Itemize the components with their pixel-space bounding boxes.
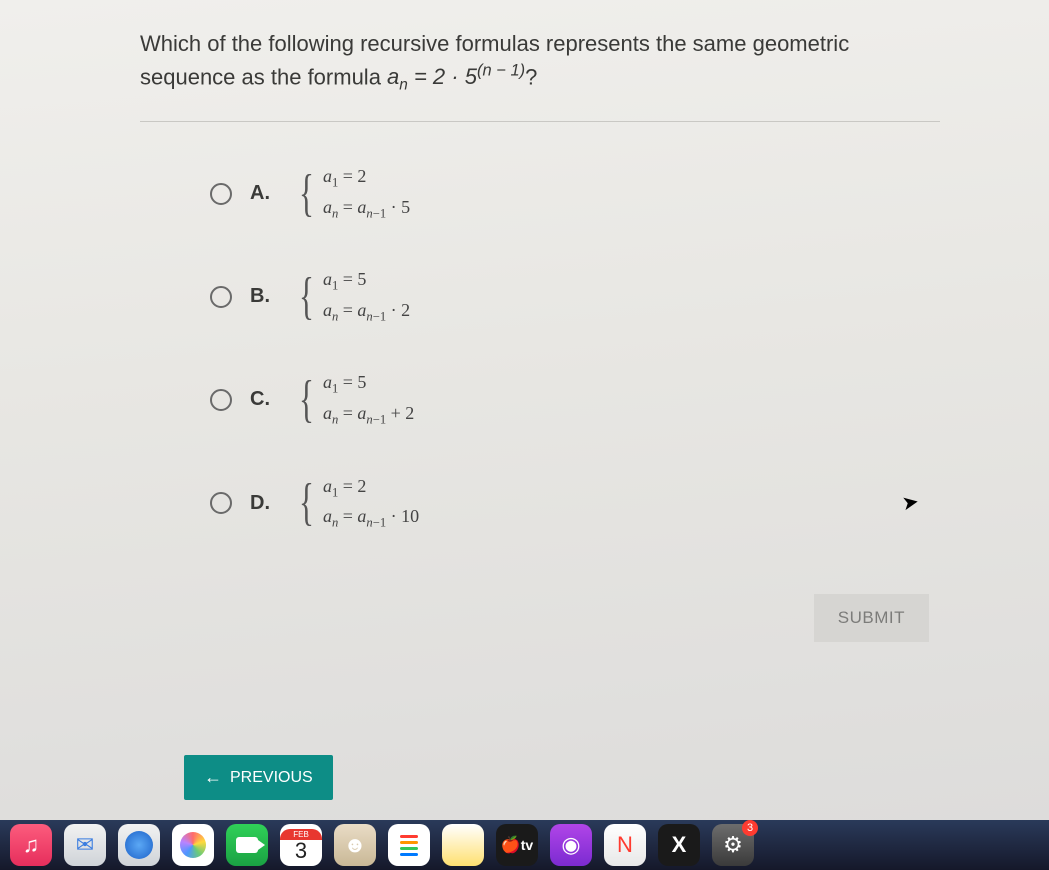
option-label-d: D. <box>250 492 276 515</box>
brace-icon: { <box>299 276 314 318</box>
dock-calendar-icon[interactable]: FEB 3 <box>280 824 322 866</box>
option-label-b: B. <box>250 285 276 308</box>
question-text: Which of the following recursive formula… <box>140 28 940 97</box>
question-line1: Which of the following recursive formula… <box>140 31 849 56</box>
dock: ♫ ✉ FEB 3 ☻ 🍎tv ◉ N X ⚙3 <box>0 820 1049 870</box>
badge: 3 <box>742 820 758 836</box>
question-line2-suffix: ? <box>525 64 537 89</box>
brace-icon: { <box>299 379 314 421</box>
brace-icon: { <box>299 173 314 215</box>
divider <box>140 121 940 122</box>
option-formula-a: { a1 = 2 an = an−1 · 5 <box>294 166 410 221</box>
option-d-line1: a1 = 2 <box>323 476 419 501</box>
option-formula-c: { a1 = 5 an = an−1 + 2 <box>294 372 414 427</box>
dock-music-icon[interactable]: ♫ <box>10 824 52 866</box>
option-c[interactable]: C. { a1 = 5 an = an−1 + 2 <box>210 372 940 427</box>
dock-contacts-icon[interactable]: ☻ <box>334 824 376 866</box>
dock-reminders-icon[interactable] <box>388 824 430 866</box>
options-group: A. { a1 = 2 an = an−1 · 5 B. { a1 = 5 an… <box>140 166 940 531</box>
option-b-line1: a1 = 5 <box>323 269 410 294</box>
radio-d[interactable] <box>210 492 232 514</box>
dock-facetime-icon[interactable] <box>226 824 268 866</box>
question-line2-prefix: sequence as the formula <box>140 64 387 89</box>
option-formula-d: { a1 = 2 an = an−1 · 10 <box>294 476 419 531</box>
dock-x-icon[interactable]: X <box>658 824 700 866</box>
dock-podcasts-icon[interactable]: ◉ <box>550 824 592 866</box>
radio-c[interactable] <box>210 389 232 411</box>
dock-photos-icon[interactable] <box>172 824 214 866</box>
option-a[interactable]: A. { a1 = 2 an = an−1 · 5 <box>210 166 940 221</box>
option-d[interactable]: D. { a1 = 2 an = an−1 · 10 <box>210 476 940 531</box>
option-a-line1: a1 = 2 <box>323 166 410 191</box>
dock-news-icon[interactable]: N <box>604 824 646 866</box>
option-c-line1: a1 = 5 <box>323 372 414 397</box>
option-a-line2: an = an−1 · 5 <box>323 197 410 222</box>
option-b-line2: an = an−1 · 2 <box>323 300 410 325</box>
option-label-c: C. <box>250 388 276 411</box>
submit-button[interactable]: SUBMIT <box>814 594 929 642</box>
dock-notes-icon[interactable] <box>442 824 484 866</box>
dock-settings-icon[interactable]: ⚙3 <box>712 824 754 866</box>
question-formula: an = 2 · 5(n − 1) <box>387 64 525 89</box>
radio-a[interactable] <box>210 183 232 205</box>
radio-b[interactable] <box>210 286 232 308</box>
option-label-a: A. <box>250 182 276 205</box>
tv-label: tv <box>521 837 533 853</box>
brace-icon: { <box>299 482 314 524</box>
arrow-left-icon: ← <box>204 767 222 788</box>
dock-safari-icon[interactable] <box>118 824 160 866</box>
previous-button[interactable]: ← PREVIOUS <box>184 755 333 800</box>
dock-tv-icon[interactable]: 🍎tv <box>496 824 538 866</box>
question-panel: Which of the following recursive formula… <box>0 0 940 531</box>
option-b[interactable]: B. { a1 = 5 an = an−1 · 2 <box>210 269 940 324</box>
option-formula-b: { a1 = 5 an = an−1 · 2 <box>294 269 410 324</box>
calendar-day: 3 <box>295 840 307 862</box>
option-c-line2: an = an−1 + 2 <box>323 403 414 428</box>
previous-label: PREVIOUS <box>230 769 313 787</box>
dock-mail-icon[interactable]: ✉ <box>64 824 106 866</box>
option-d-line2: an = an−1 · 10 <box>323 506 419 531</box>
